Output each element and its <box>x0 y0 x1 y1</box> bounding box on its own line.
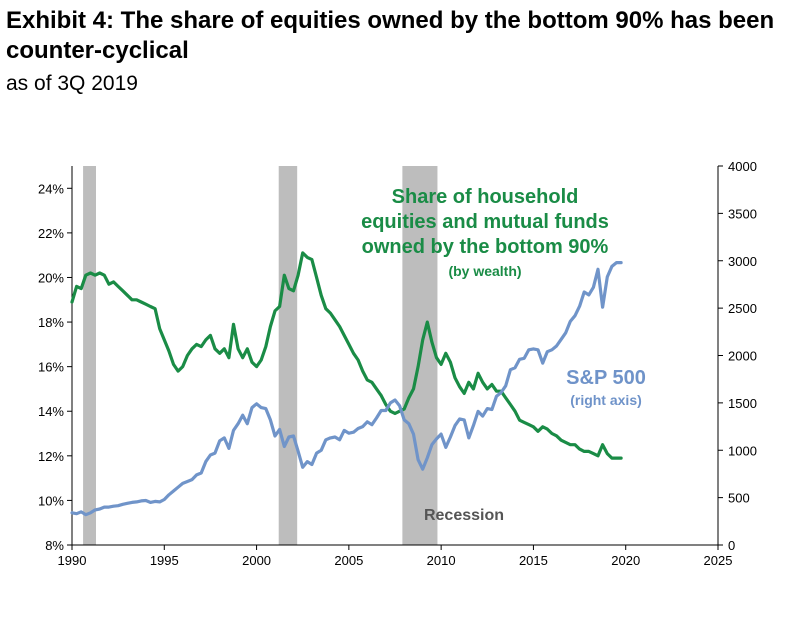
share-label-line-2: equities and mutual funds <box>361 211 609 233</box>
sp500-label: S&P 500 <box>566 367 646 389</box>
right-tick-label: 2000 <box>728 349 757 364</box>
sp500-sublabel: (right axis) <box>570 392 642 408</box>
right-tick-label: 3500 <box>728 206 757 221</box>
share-sublabel: (by wealth) <box>448 263 521 279</box>
right-tick-label: 3000 <box>728 254 757 269</box>
sp500-series-line <box>70 261 623 517</box>
left-tick-label: 12% <box>38 449 64 464</box>
series-lines <box>70 251 623 517</box>
left-tick-label: 18% <box>38 315 64 330</box>
chart-title: Exhibit 4: The share of equities owned b… <box>6 7 775 64</box>
x-tick-label: 2020 <box>611 553 640 568</box>
left-tick-label: 14% <box>38 404 64 419</box>
right-tick-label: 2500 <box>728 301 757 316</box>
left-tick-label: 10% <box>38 493 64 508</box>
x-tick-label: 2015 <box>519 553 548 568</box>
left-tick-label: 20% <box>38 270 64 285</box>
share-label-line-1: Share of household <box>392 186 579 208</box>
chart-subtitle: as of 3Q 2019 <box>6 72 138 95</box>
recession-label: Recession <box>424 507 504 524</box>
left-tick-label: 8% <box>45 538 64 553</box>
share-series-line <box>70 251 623 460</box>
left-tick-label: 16% <box>38 360 64 375</box>
x-tick-label: 1990 <box>58 553 87 568</box>
x-tick-label: 2005 <box>334 553 363 568</box>
tick-labels: 1990 1995 2000 2005 2010 2015 2020 2025 8% 10% 12%… <box>38 159 757 568</box>
right-tick-label: 1000 <box>728 443 757 458</box>
right-tick-label: 0 <box>728 538 735 553</box>
recession-band-1 <box>278 166 298 545</box>
share-label-line-3: owned by the bottom 90% <box>362 236 609 258</box>
x-tick-label: 2000 <box>242 553 271 568</box>
recession-band-0 <box>83 166 96 545</box>
x-tick-label: 2010 <box>427 553 456 568</box>
x-tick-label: 2025 <box>704 553 733 568</box>
left-tick-label: 22% <box>38 226 64 241</box>
right-tick-label: 500 <box>728 491 750 506</box>
left-tick-label: 24% <box>38 181 64 196</box>
right-tick-label: 4000 <box>728 159 757 174</box>
right-tick-label: 1500 <box>728 396 757 411</box>
x-tick-label: 1995 <box>150 553 179 568</box>
